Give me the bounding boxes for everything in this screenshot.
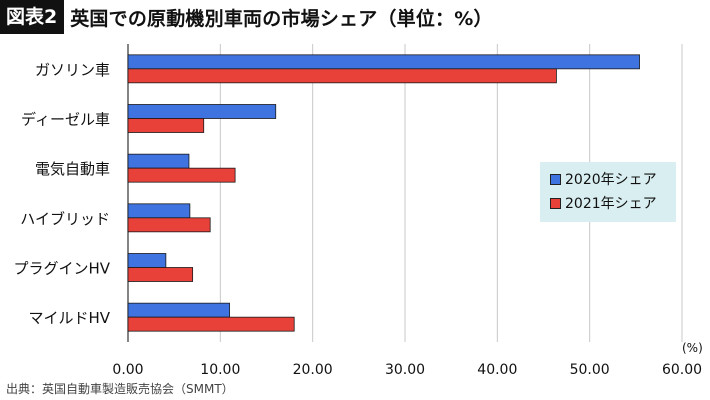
bar-2021 bbox=[127, 118, 205, 133]
bar-2020 bbox=[127, 54, 640, 70]
bar-2021 bbox=[127, 267, 194, 282]
legend-item-2021: 2021年シェア bbox=[550, 191, 676, 215]
legend-label-2021: 2021年シェア bbox=[565, 196, 657, 212]
figure-number-badge: 図表2 bbox=[0, 0, 65, 34]
x-tick-label: 30.00 bbox=[385, 362, 425, 378]
x-tick-label: 40.00 bbox=[477, 362, 517, 378]
bar-2020 bbox=[127, 104, 277, 119]
category-label: ガソリン車 bbox=[35, 61, 110, 79]
x-axis-unit-label: (%) bbox=[682, 341, 703, 355]
bar-2020 bbox=[127, 302, 230, 318]
x-tick-label: 0.00 bbox=[112, 362, 143, 378]
x-tick-label: 10.00 bbox=[200, 362, 240, 378]
x-tick-label: 50.00 bbox=[570, 362, 610, 378]
figure-title: 英国での原動機別車両の市場シェア（単位：%） bbox=[70, 7, 493, 30]
category-label: 電気自動車 bbox=[35, 160, 110, 178]
legend-label-2020: 2020年シェア bbox=[565, 172, 657, 188]
source-note: 出典：英国自動車製造販売協会（SMMT） bbox=[6, 382, 234, 396]
legend-swatch-2020 bbox=[550, 173, 561, 185]
legend-item-2020: 2020年シェア bbox=[550, 167, 676, 191]
bar-2020 bbox=[127, 153, 190, 169]
bar-2021 bbox=[127, 217, 211, 233]
bar-2021 bbox=[127, 68, 557, 84]
bar-2021 bbox=[127, 316, 295, 332]
category-label: ディーゼル車 bbox=[21, 111, 110, 129]
legend-swatch-2021 bbox=[550, 197, 561, 209]
x-tick-label: 60.00 bbox=[662, 362, 702, 378]
chart-legend: 2020年シェア 2021年シェア bbox=[540, 162, 676, 222]
x-tick-label: 20.00 bbox=[293, 362, 333, 378]
category-label: ハイブリッド bbox=[20, 210, 110, 228]
category-label: プラグインHV bbox=[13, 260, 110, 278]
category-label: マイルドHV bbox=[28, 309, 110, 327]
bar-2021 bbox=[127, 167, 236, 183]
bar-2020 bbox=[127, 203, 191, 219]
figure-header: 図表2 英国での原動機別車両の市場シェア（単位：%） bbox=[0, 0, 493, 34]
bar-2020 bbox=[127, 253, 167, 268]
